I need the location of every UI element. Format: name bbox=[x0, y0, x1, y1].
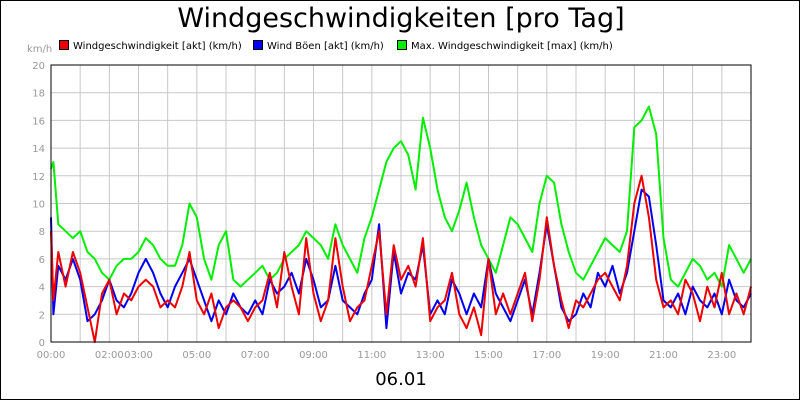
y-tick-label: 0 bbox=[39, 338, 45, 349]
y-tick-label: 16 bbox=[32, 116, 45, 127]
series-line-1 bbox=[50, 188, 752, 330]
x-tick-label: 09:00 bbox=[299, 350, 328, 361]
x-tick-label: 17:00 bbox=[532, 350, 561, 361]
x-tick-label: 07:00 bbox=[241, 350, 270, 361]
plot-border bbox=[50, 64, 752, 343]
x-tick-label: 15:00 bbox=[474, 350, 503, 361]
legend-label-windgeschwindigkeit: Windgeschwindigkeit [akt] (km/h) bbox=[73, 41, 242, 52]
legend-swatch-green bbox=[397, 40, 407, 50]
legend-swatch-red bbox=[59, 40, 69, 50]
x-tick-label: 13:00 bbox=[416, 350, 445, 361]
chart-title: Windgeschwindigkeiten [pro Tag] bbox=[177, 3, 625, 34]
y-tick-label: 18 bbox=[32, 89, 45, 100]
legend-label-max: Max. Windgeschwindigkeit [max] (km/h) bbox=[411, 41, 613, 52]
legend-item-max: Max. Windgeschwindigkeit [max] (km/h) bbox=[397, 40, 613, 52]
y-tick-label: 14 bbox=[32, 144, 45, 155]
y-tick-label: 20 bbox=[32, 61, 45, 72]
y-axis-unit: km/h bbox=[27, 44, 53, 55]
date-label: 06.01 bbox=[375, 369, 427, 390]
legend-swatch-blue bbox=[253, 40, 263, 50]
y-tick-label: 2 bbox=[39, 310, 45, 321]
x-tick-label: 03:00 bbox=[124, 350, 153, 361]
x-tick-label: 05:00 bbox=[182, 350, 211, 361]
legend-item-boeen: Wind Böen [akt] (km/h) bbox=[253, 40, 384, 52]
y-tick-label: 12 bbox=[32, 172, 45, 183]
y-tick-label: 6 bbox=[39, 255, 45, 266]
x-tick-label: 11:00 bbox=[357, 350, 386, 361]
x-tick-label: 19:00 bbox=[591, 350, 620, 361]
y-tick-label: 10 bbox=[32, 200, 45, 211]
legend-item-windgeschwindigkeit: Windgeschwindigkeit [akt] (km/h) bbox=[59, 40, 242, 52]
y-tick-label: 8 bbox=[39, 227, 45, 238]
series-line-2 bbox=[50, 174, 752, 343]
legend-label-boeen: Wind Böen [akt] (km/h) bbox=[267, 41, 384, 52]
y-tick-label: 4 bbox=[39, 283, 45, 294]
x-tick-label: 00:00 bbox=[37, 350, 66, 361]
x-tick-label: 23:00 bbox=[707, 350, 736, 361]
x-tick-label: 21:00 bbox=[649, 350, 678, 361]
series-line-0 bbox=[50, 105, 752, 288]
x-tick-label: 02:00 bbox=[95, 350, 124, 361]
